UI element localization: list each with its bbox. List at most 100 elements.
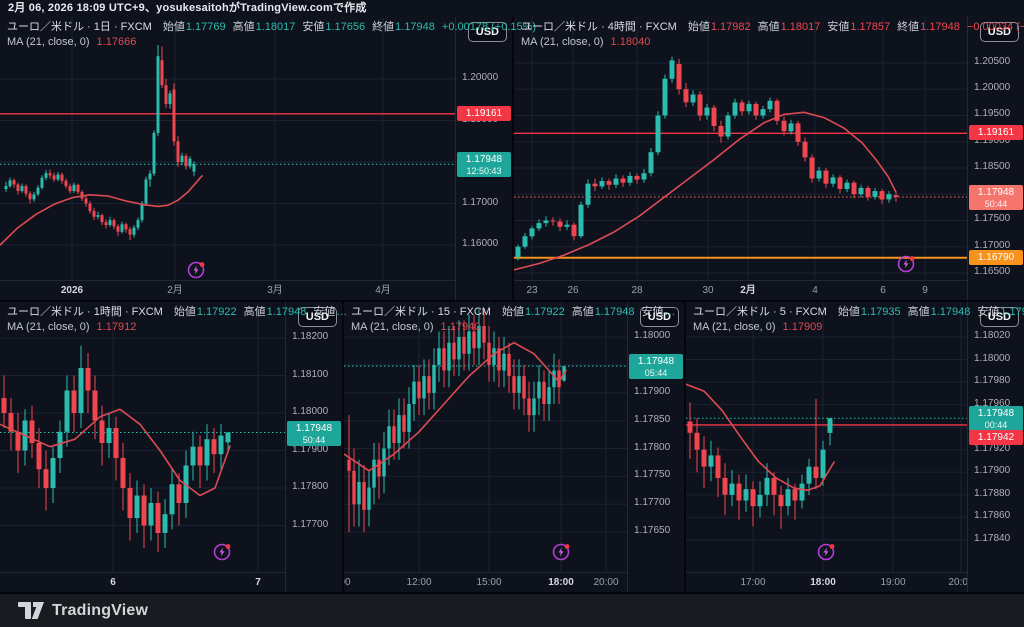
- tradingview-logo[interactable]: TradingView: [18, 602, 148, 620]
- currency-button[interactable]: USD: [979, 307, 1019, 327]
- time-axis[interactable]: 09:00 12:00 15:00 18:00 20:00: [344, 572, 627, 592]
- price-tick: 1.17650: [634, 525, 671, 537]
- price-tick: 1.20000: [974, 82, 1011, 94]
- price-tick: 1.17800: [292, 481, 329, 492]
- current-price-label: 1.17948 50:44: [287, 420, 341, 446]
- price-tick: 1.17900: [634, 385, 671, 397]
- alert-price-label[interactable]: 1.19161: [457, 105, 511, 121]
- time-tick: 17:00: [740, 577, 766, 588]
- candlestick-chart[interactable]: ユーロ／米ドル · 1日 · FXCM 始値1.17769 高値1.18017 安値1…: [0, 17, 536, 280]
- price-tick: 1.17000: [462, 196, 499, 208]
- market-status-icon[interactable]: [896, 254, 916, 274]
- price-tick: 1.17960: [974, 397, 1011, 409]
- market-status-icon[interactable]: [816, 542, 836, 562]
- price-axis[interactable]: USD 1.180001.179501.179001.178501.178001…: [627, 302, 684, 592]
- time-tick: 7: [255, 577, 261, 588]
- price-tick: 1.16000: [462, 238, 499, 249]
- price-tick: 1.18500: [974, 160, 1011, 172]
- price-tick: 1.17840: [974, 532, 1011, 544]
- time-tick: 6: [110, 577, 116, 588]
- time-tick: 3月: [267, 285, 283, 296]
- tradingview-logo-text: TradingView: [52, 601, 149, 619]
- currency-button[interactable]: USD: [297, 307, 337, 327]
- alert-price-label[interactable]: 1.19161: [969, 125, 1023, 141]
- price-tick: 1.17850: [634, 413, 671, 425]
- candlestick-chart[interactable]: ユーロ／米ドル · 4時間 · FXCM 始値1.17982 高値1.18017 安値…: [514, 17, 1024, 280]
- time-tick: 19:00: [880, 577, 906, 588]
- market-status-icon[interactable]: [551, 542, 571, 562]
- candlestick-chart[interactable]: ユーロ／米ドル · 1時間 · FXCM 始値1.17922 高値1.17948 安値…: [0, 302, 347, 572]
- time-tick: 28: [631, 285, 643, 296]
- price-tick: 1.18100: [292, 368, 329, 380]
- snapshot-attribution: 2月 06, 2026 18:09 UTC+9、yosukesaitohがTra…: [0, 0, 1024, 17]
- price-tick: 1.17920: [974, 442, 1011, 454]
- current-price-label: 1.17948 12:50:43: [457, 152, 511, 178]
- alert-price-label[interactable]: 1.17942: [969, 429, 1023, 445]
- market-status-icon[interactable]: [212, 542, 232, 562]
- candlestick-chart[interactable]: ユーロ／米ドル · 15 · FXCM 始値1.17922 高値1.17948 安値……: [344, 302, 675, 572]
- time-tick: 30: [702, 285, 714, 296]
- price-tick: 1.17800: [634, 441, 671, 453]
- time-tick: 09:00: [344, 577, 351, 588]
- currency-button[interactable]: USD: [467, 22, 507, 42]
- price-tick: 1.17900: [292, 443, 329, 455]
- price-tick: 1.18000: [292, 406, 329, 417]
- price-tick: 1.17980: [974, 375, 1011, 387]
- price-tick: 1.18020: [974, 329, 1011, 341]
- time-tick: 9: [922, 285, 928, 296]
- time-tick: 4月: [375, 285, 391, 296]
- time-tick: 20:00: [948, 577, 967, 588]
- time-tick: 26: [567, 285, 579, 296]
- time-axis[interactable]: 17:00 18:00 19:00 20:00: [686, 572, 967, 592]
- time-axis[interactable]: 2026 2月 3月 4月: [0, 280, 455, 300]
- price-tick: 1.17500: [974, 213, 1011, 225]
- time-tick: 12:00: [406, 577, 432, 588]
- price-tick: 1.18000: [634, 330, 671, 342]
- footer-bar: TradingView: [0, 594, 1024, 627]
- price-axis[interactable]: USD 1.180201.180001.179801.179601.179401…: [967, 302, 1024, 592]
- time-tick: 20:00: [593, 577, 619, 588]
- chart-panel-eurusd-4h: ユーロ／米ドル · 4時間 · FXCM 始値1.17982 高値1.18017 安値…: [514, 17, 1024, 300]
- price-tick: 1.17700: [634, 497, 671, 509]
- time-axis[interactable]: 23 26 28 30 2月 4 6 9: [514, 280, 967, 300]
- time-tick: 18:00: [548, 577, 574, 588]
- price-tick: 1.18200: [292, 331, 329, 342]
- time-tick: 2月: [167, 285, 183, 296]
- market-status-icon[interactable]: [186, 260, 206, 280]
- price-axis[interactable]: USD 1.18200 1.18100 1.18000 1.17900 1.17800 1…: [285, 302, 342, 592]
- chart-panel-eurusd-1h: ユーロ／米ドル · 1時間 · FXCM 始値1.17922 高値1.17948 安値…: [0, 302, 347, 592]
- price-tick: 1.18000: [974, 352, 1011, 364]
- time-tick: 18:00: [810, 577, 836, 588]
- alert-price-label[interactable]: 1.16790: [969, 249, 1023, 265]
- time-tick: 6: [880, 285, 886, 296]
- price-tick: 1.17860: [974, 510, 1011, 522]
- price-tick: 1.17900: [974, 465, 1011, 477]
- price-axis[interactable]: USD 1.20500 1.20000 1.19500 1.19000 1.18500 1…: [967, 17, 1024, 300]
- candlestick-chart[interactable]: ユーロ／米ドル · 5 · FXCM 始値1.17935 高値1.17948 安値1.…: [686, 302, 1024, 572]
- current-price-label: 1.17948 50:44: [969, 184, 1023, 210]
- price-tick: 1.19000: [974, 134, 1011, 146]
- price-tick: 1.20000: [462, 72, 499, 83]
- price-tick: 1.16500: [974, 265, 1011, 277]
- price-tick: 1.17000: [974, 239, 1011, 251]
- price-tick: 1.17880: [974, 487, 1011, 499]
- current-price-label: 1.17948 00:44: [969, 406, 1023, 432]
- price-tick: 1.17700: [292, 518, 329, 530]
- price-tick: 1.19500: [974, 108, 1011, 120]
- time-tick: 23: [526, 285, 538, 296]
- chart-panel-eurusd-15m: ユーロ／米ドル · 15 · FXCM 始値1.17922 高値1.17948 安値……: [344, 302, 684, 592]
- chart-panel-eurusd-1d: ユーロ／米ドル · 1日 · FXCM 始値1.17769 高値1.18017 安値1…: [0, 17, 536, 300]
- time-tick: 2月: [740, 285, 756, 296]
- price-tick: 1.20500: [974, 55, 1011, 67]
- price-tick: 1.17750: [634, 469, 671, 481]
- price-axis[interactable]: USD 1.200001.190001.180001.170001.160001…: [455, 17, 512, 300]
- tradingview-logo-icon: [18, 602, 44, 619]
- currency-button[interactable]: USD: [639, 307, 679, 327]
- time-tick: 4: [812, 285, 818, 296]
- chart-panel-eurusd-5m: ユーロ／米ドル · 5 · FXCM 始値1.17935 高値1.17948 安値1.…: [686, 302, 1024, 592]
- currency-button[interactable]: USD: [979, 22, 1019, 42]
- time-tick: 15:00: [476, 577, 502, 588]
- current-price-label: 1.17948 05:44: [629, 354, 683, 380]
